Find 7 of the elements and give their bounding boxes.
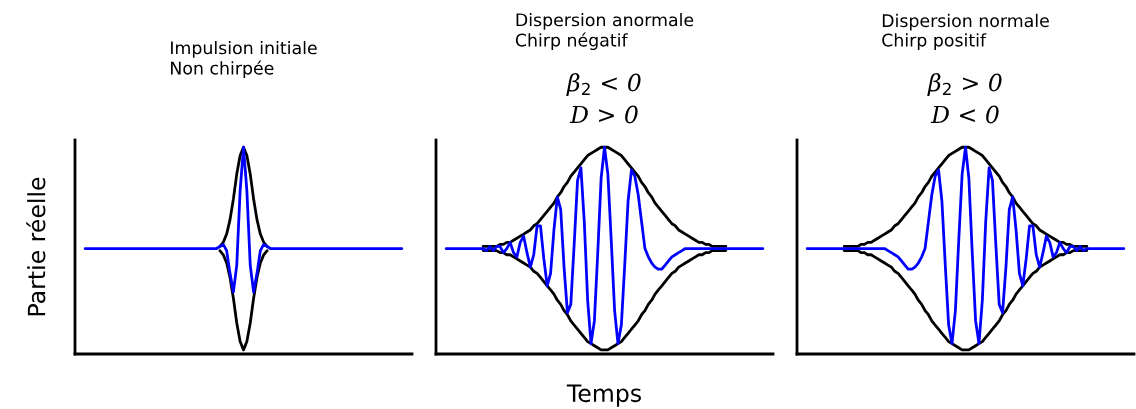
chart-subtitle: β$_{2}$ < 0 D > 0 [566, 73, 641, 124]
x-axis-title: Temps [566, 384, 641, 407]
chart-title: Impulsion initiale Non chirpée [171, 40, 317, 78]
chart-title: Dispersion anormale Chirp négatif [515, 12, 694, 50]
y-axis-title: Partie réelle [26, 177, 46, 316]
chart-title: Dispersion normale Chirp positif [882, 13, 1049, 50]
chart-subtitle: β$_{2}$ > 0 D < 0 [927, 73, 1002, 124]
